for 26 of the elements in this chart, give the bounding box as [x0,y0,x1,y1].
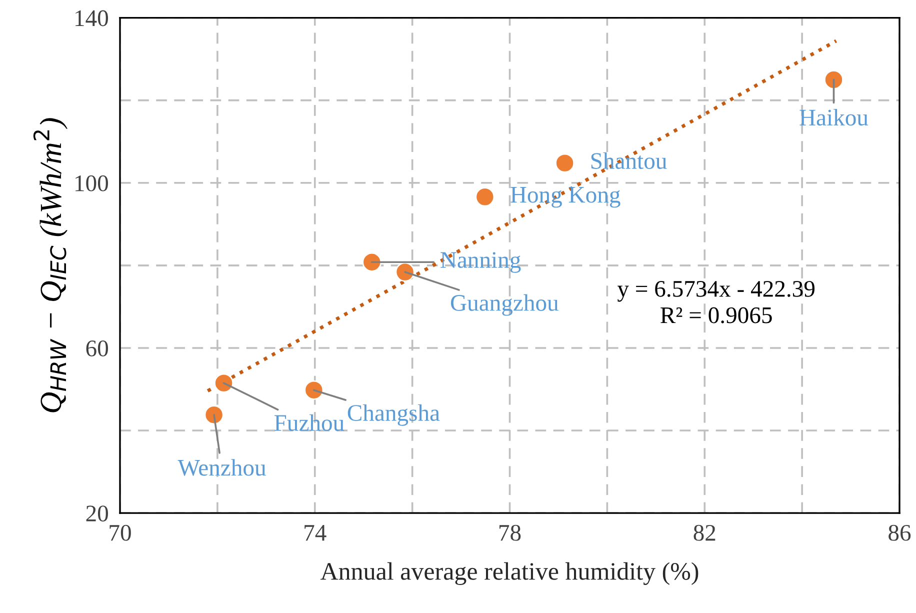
annotation: Haikou [800,108,868,126]
annotation: Fuzhou [274,414,344,431]
annotation: Nanning [440,252,521,273]
annotation: Guangzhou [450,294,558,316]
x-tick-label: 82 [694,524,716,541]
y-tick-label: 20 [86,506,108,522]
point [304,380,324,400]
annotation: Wenzhou [178,459,266,476]
point [362,252,382,272]
x-tick-label: 70 [110,524,131,541]
annotation: Changsha [348,404,440,426]
point [204,405,224,425]
point [824,70,844,90]
y-tick-label: 140 [76,10,108,26]
x-tick-label: 74 [304,525,326,541]
x-tick-label: 78 [500,524,521,541]
point [395,262,415,282]
y-tick-label: 100 [76,175,108,192]
annotation: y = 6.5734x - 422.39 R² = 0.9065 [617,280,814,324]
point [475,187,495,207]
point [214,373,234,393]
x-tick-label: 86 [888,524,911,541]
point [555,153,575,173]
x-axis-title: Annual average relative humidity (%) [320,562,698,586]
y-axis-title: Q$_{HRW}$ − Q$_{IEC}$ (kWh/m$^{2}$) [33,118,68,412]
y-tick-label: 60 [86,340,108,356]
